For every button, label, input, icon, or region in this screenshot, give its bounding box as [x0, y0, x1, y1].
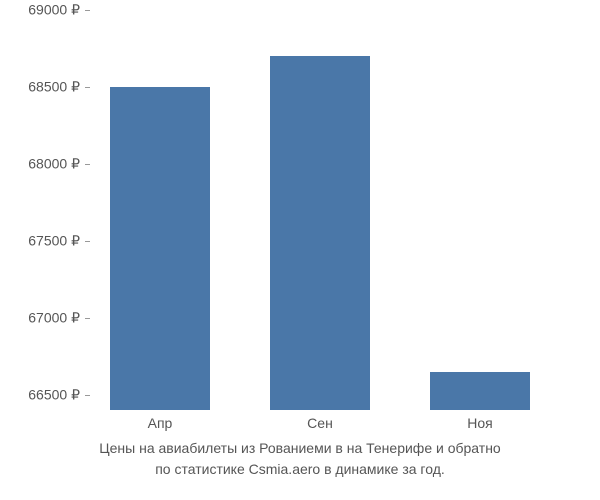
y-tick-label: 67000 ₽: [0, 309, 80, 326]
x-axis-label: Сен: [307, 415, 333, 431]
y-tick-mark: [85, 318, 90, 319]
y-tick-label: 67500 ₽: [0, 232, 80, 249]
caption-line1: Цены на авиабилеты из Рованиеми в на Тен…: [0, 438, 600, 459]
bar: [270, 56, 370, 410]
bar: [110, 87, 210, 410]
y-tick-mark: [85, 241, 90, 242]
x-axis-label: Апр: [148, 415, 173, 431]
price-chart: 66500 ₽ 67000 ₽ 67500 ₽ 68000 ₽ 68500 ₽ 69000…: [0, 0, 600, 500]
y-tick-mark: [85, 10, 90, 11]
y-tick-label: 66500 ₽: [0, 386, 80, 403]
plot-area: [90, 10, 580, 410]
bar: [430, 372, 530, 410]
y-tick-mark: [85, 164, 90, 165]
x-axis-label: Ноя: [467, 415, 492, 431]
y-tick-mark: [85, 87, 90, 88]
y-tick-label: 68000 ₽: [0, 155, 80, 172]
y-tick-mark: [85, 395, 90, 396]
y-tick-label: 69000 ₽: [0, 2, 80, 19]
y-tick-label: 68500 ₽: [0, 78, 80, 95]
caption-line2: по статистике Csmia.aero в динамике за г…: [0, 459, 600, 480]
chart-caption: Цены на авиабилеты из Рованиеми в на Тен…: [0, 438, 600, 480]
